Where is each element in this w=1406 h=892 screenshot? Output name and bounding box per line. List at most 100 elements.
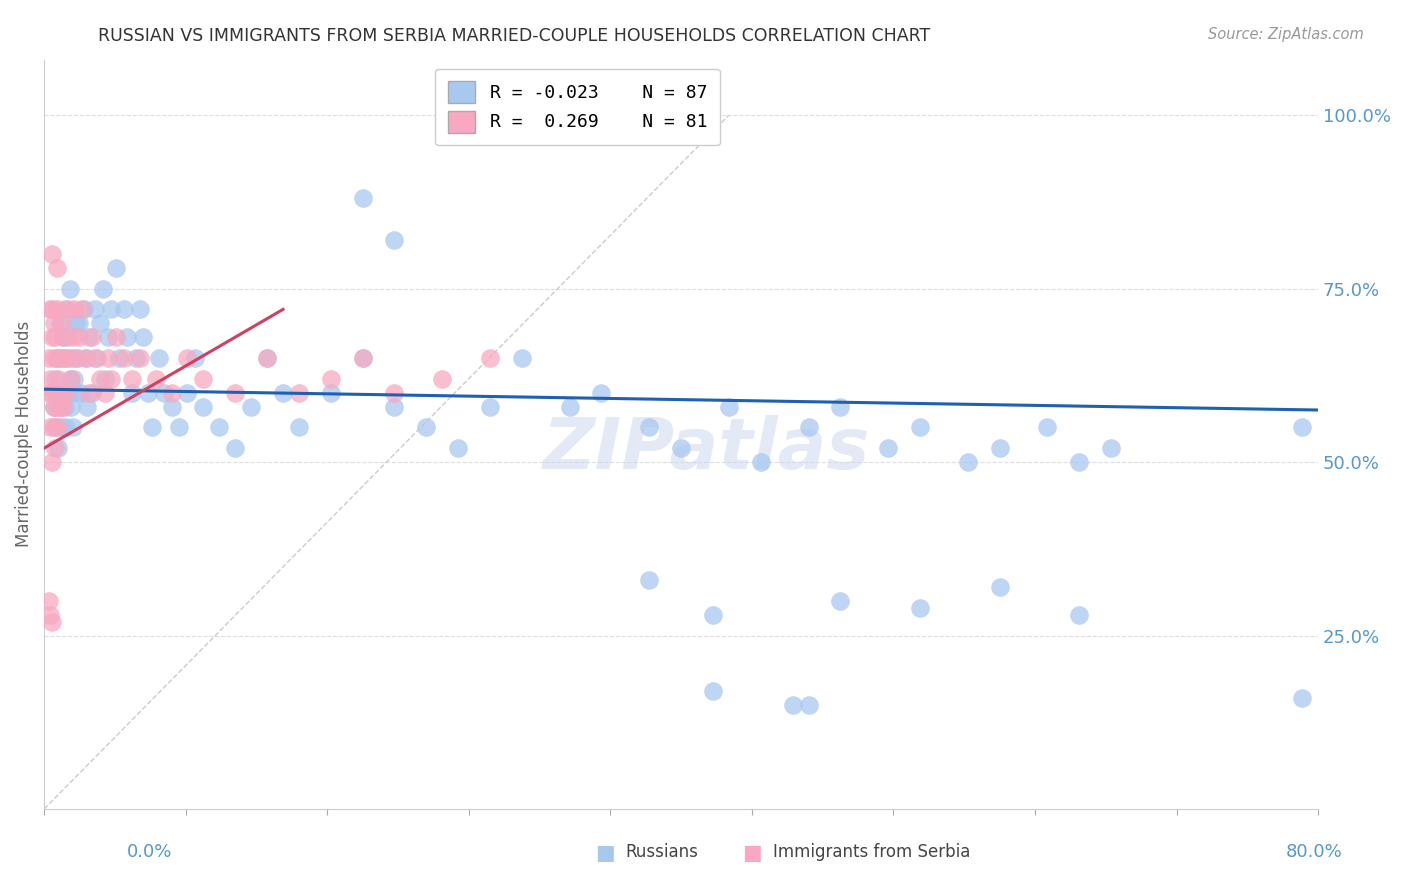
Point	[51, 420, 73, 434]
Point	[77, 385, 100, 400]
Point	[145, 372, 167, 386]
Point	[39, 302, 62, 317]
Point	[271, 385, 294, 400]
Text: Russians: Russians	[626, 843, 699, 861]
Point	[49, 316, 72, 330]
Point	[352, 191, 374, 205]
Point	[93, 385, 115, 400]
Text: Source: ZipAtlas.com: Source: ZipAtlas.com	[1208, 27, 1364, 42]
Point	[169, 420, 191, 434]
Point	[55, 420, 77, 434]
Point	[479, 351, 502, 365]
Point	[908, 600, 931, 615]
Point	[58, 282, 80, 296]
Point	[49, 400, 72, 414]
Point	[956, 455, 979, 469]
Point	[108, 351, 131, 365]
Point	[104, 330, 127, 344]
Point	[384, 400, 406, 414]
Point	[908, 420, 931, 434]
Point	[77, 330, 100, 344]
Point	[654, 101, 676, 115]
Text: RUSSIAN VS IMMIGRANTS FROM SERBIA MARRIED-COUPLE HOUSEHOLDS CORRELATION CHART: RUSSIAN VS IMMIGRANTS FROM SERBIA MARRIE…	[98, 27, 931, 45]
Point	[42, 316, 65, 330]
Point	[42, 351, 65, 365]
Point	[63, 372, 86, 386]
Point	[128, 351, 150, 365]
Point	[988, 441, 1011, 455]
Point	[44, 330, 66, 344]
Point	[148, 351, 170, 365]
Point	[877, 441, 900, 455]
Point	[160, 385, 183, 400]
Point	[48, 441, 70, 455]
Point	[51, 385, 73, 400]
Point	[132, 330, 155, 344]
Point	[69, 385, 91, 400]
Point	[53, 400, 76, 414]
Point	[52, 400, 75, 414]
Point	[256, 351, 278, 365]
Point	[76, 400, 98, 414]
Point	[60, 400, 83, 414]
Point	[136, 385, 159, 400]
Point	[42, 400, 65, 414]
Point	[1099, 441, 1122, 455]
Point	[80, 330, 103, 344]
Point	[319, 385, 342, 400]
Point	[141, 420, 163, 434]
Point	[152, 385, 174, 400]
Point	[60, 372, 83, 386]
Point	[56, 302, 79, 317]
Point	[45, 351, 67, 365]
Point	[86, 351, 108, 365]
Point	[65, 316, 87, 330]
Point	[41, 455, 63, 469]
Point	[638, 573, 661, 587]
Point	[84, 351, 107, 365]
Point	[55, 385, 77, 400]
Point	[67, 316, 90, 330]
Text: ZIPatlas: ZIPatlas	[543, 415, 870, 483]
Point	[44, 385, 66, 400]
Point	[224, 385, 246, 400]
Point	[782, 698, 804, 712]
Point	[256, 351, 278, 365]
Point	[73, 302, 96, 317]
Point	[830, 400, 852, 414]
Point	[702, 684, 724, 698]
Point	[45, 351, 67, 365]
Point	[80, 385, 103, 400]
Point	[717, 400, 740, 414]
Point	[51, 316, 73, 330]
Point	[319, 372, 342, 386]
Point	[479, 400, 502, 414]
Point	[62, 420, 84, 434]
Point	[97, 351, 120, 365]
Point	[112, 351, 135, 365]
Point	[591, 385, 613, 400]
Point	[52, 330, 75, 344]
Point	[52, 385, 75, 400]
Point	[52, 330, 75, 344]
Point	[44, 372, 66, 386]
Text: ■: ■	[742, 843, 762, 863]
Point	[184, 351, 207, 365]
Point	[45, 260, 67, 275]
Point	[121, 372, 143, 386]
Point	[100, 302, 122, 317]
Point	[44, 441, 66, 455]
Point	[384, 233, 406, 247]
Point	[39, 607, 62, 622]
Point	[41, 330, 63, 344]
Point	[49, 400, 72, 414]
Point	[39, 372, 62, 386]
Point	[115, 330, 138, 344]
Point	[49, 351, 72, 365]
Point	[352, 351, 374, 365]
Point	[749, 455, 772, 469]
Point	[1291, 420, 1313, 434]
Point	[1069, 607, 1091, 622]
Point	[176, 351, 198, 365]
Point	[128, 302, 150, 317]
